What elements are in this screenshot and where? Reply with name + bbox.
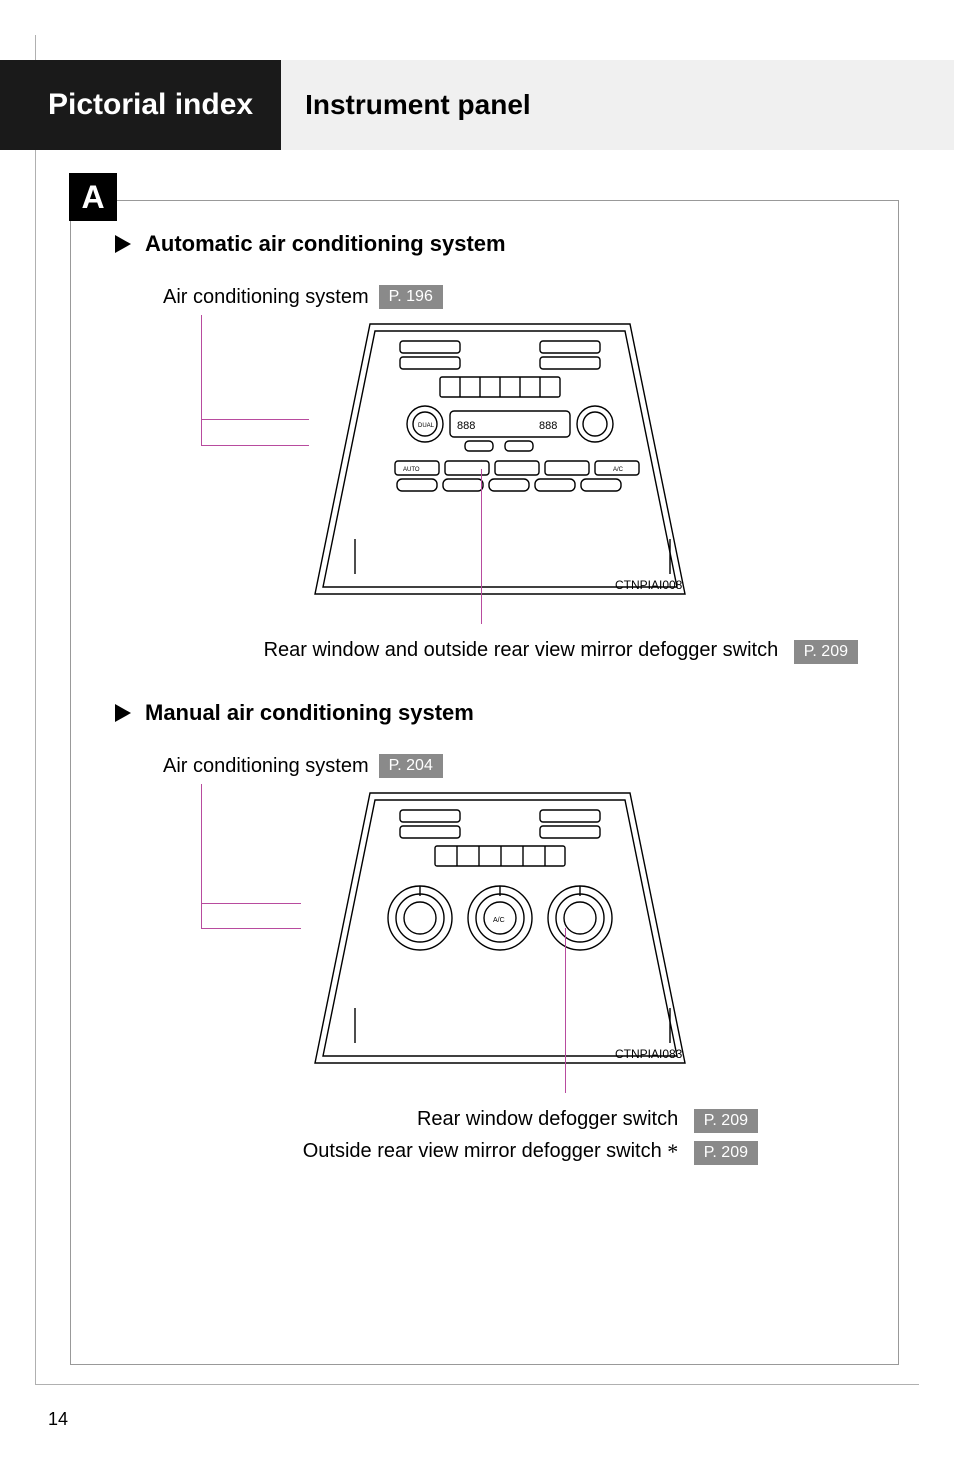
header-dark-title: Pictorial index [0,60,281,150]
bottom-label-row: Rear window defogger switch P. 209 [121,1108,868,1133]
rear-defogger-label: Rear window defogger switch [417,1108,678,1130]
callout-line [201,784,202,929]
bottom-label-row: Outside rear view mirror defogger switch… [121,1139,868,1165]
section-manual: Manual air conditioning system Air condi… [71,680,898,1181]
top-label-row: Air conditioning system P. 196 [163,285,868,309]
svg-text:A/C: A/C [493,917,505,924]
page-number: 14 [48,1409,68,1430]
diagram-automatic: 888 888 DUAL AUTO A/C CTNPIAI008 [121,319,868,619]
type-badge: A [69,173,117,221]
diagram-ref-label: CTNPIAI083 [615,1047,683,1061]
header-bar: Pictorial index Instrument panel [0,60,954,150]
svg-text:888: 888 [457,420,475,432]
section-title-row: Automatic air conditioning system [115,231,868,257]
diagram-manual: A/C CTNPIAI083 [121,788,868,1088]
section-title: Manual air conditioning system [145,700,474,726]
diagram-ref-label: CTNPIAI008 [615,578,683,592]
content-box: A Automatic air conditioning system Air … [70,200,899,1365]
callout-line [481,469,482,624]
ac-system-label: Air conditioning system [163,286,369,309]
ac-system-label: Air conditioning system [163,755,369,778]
defogger-label: Rear window and outside rear view mirror… [264,639,779,661]
triangle-bullet-icon [115,235,131,253]
triangle-bullet-icon [115,704,131,722]
svg-text:AUTO: AUTO [403,467,420,473]
section-title-row: Manual air conditioning system [115,700,868,726]
svg-text:A/C: A/C [613,467,624,473]
callout-line [201,928,301,929]
callout-line [565,928,566,1093]
callout-line [201,315,202,445]
callout-line [201,903,301,904]
section-automatic: Automatic air conditioning system Air co… [71,201,898,680]
header-light-title: Instrument panel [305,89,531,121]
top-label-row: Air conditioning system P. 204 [163,754,868,778]
page-ref: P. 196 [379,285,443,309]
section-title: Automatic air conditioning system [145,231,506,257]
asterisk-icon: * [667,1139,684,1164]
svg-text:DUAL: DUAL [418,423,435,429]
callout-line [201,419,309,420]
page-ref: P. 209 [694,1141,758,1165]
callout-line [201,445,309,446]
ac-panel-auto-svg: 888 888 DUAL AUTO A/C CTNPIAI008 [275,319,715,599]
mirror-defogger-label: Outside rear view mirror defogger switch [303,1140,662,1162]
svg-text:888: 888 [539,420,557,432]
ac-panel-manual-svg: A/C CTNPIAI083 [275,788,715,1068]
bottom-label-row: Rear window and outside rear view mirror… [121,639,868,664]
page-ref: P. 209 [694,1109,758,1133]
page-ref: P. 204 [379,754,443,778]
page-ref: P. 209 [794,640,858,664]
